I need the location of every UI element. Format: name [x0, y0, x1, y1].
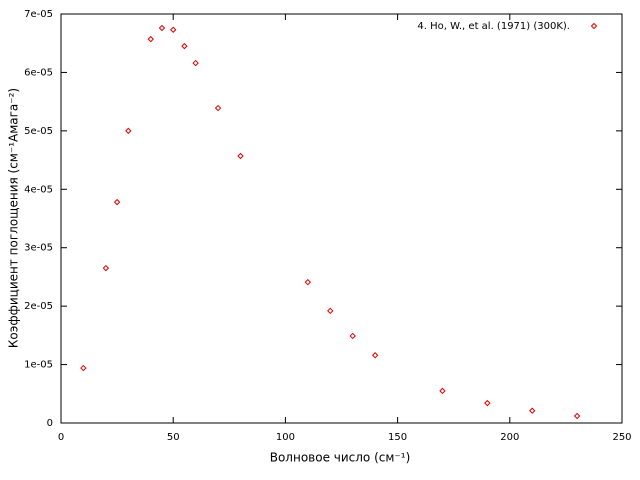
point	[529, 407, 536, 414]
point	[349, 332, 356, 340]
y-tick-label: 1e-05	[24, 360, 53, 371]
x-tick-label: 250	[612, 432, 631, 443]
y-tick-label: 2e-05	[24, 301, 53, 312]
x-tick-label: 100	[276, 432, 295, 443]
x-tick-label: 50	[167, 432, 180, 443]
point	[158, 24, 166, 32]
point	[80, 364, 87, 372]
point	[304, 278, 312, 286]
point	[214, 104, 222, 112]
point	[113, 198, 121, 206]
point	[484, 399, 491, 407]
x-tick-label: 0	[58, 432, 64, 443]
point	[237, 152, 244, 160]
x-tick-label: 200	[500, 432, 519, 443]
point	[327, 307, 334, 315]
point	[371, 352, 379, 359]
y-tick-label: 6e-05	[24, 67, 53, 78]
y-tick-label: 3e-05	[24, 243, 53, 254]
point	[439, 387, 446, 395]
y-tick-label: 0	[47, 418, 53, 429]
legend-label: 4. Ho, W., et al. (1971) (300K).	[417, 21, 570, 32]
point	[169, 26, 177, 33]
point	[102, 264, 110, 272]
point	[125, 127, 132, 135]
plot-frame	[60, 13, 623, 424]
point	[147, 35, 154, 43]
point	[181, 42, 188, 50]
y-tick-label: 4e-05	[24, 184, 53, 195]
x-axis-label: Волновое число (см⁻¹)	[270, 451, 411, 465]
y-tick-label: 7e-05	[24, 9, 53, 20]
y-tick-label: 5e-05	[24, 126, 53, 137]
x-tick-label: 150	[388, 432, 407, 443]
legend-marker	[590, 22, 598, 30]
point	[192, 59, 199, 67]
y-axis-label: Коэффициент поглощения (см⁻¹Амага⁻²)	[7, 88, 21, 348]
point	[573, 412, 581, 420]
